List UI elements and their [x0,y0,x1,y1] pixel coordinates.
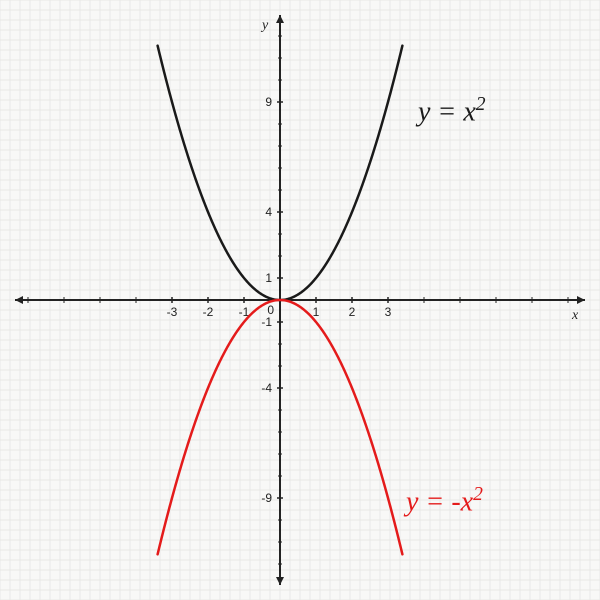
svg-text:9: 9 [265,95,272,109]
svg-text:-9: -9 [261,491,272,505]
chart-canvas: -3-2-1123149-1-4-90 y = x2 y = -x2 x y [0,0,600,600]
axis-y-label: y [262,18,268,34]
svg-text:0: 0 [267,303,274,317]
equation-label-2: y = -x2 [406,484,483,518]
svg-text:-1: -1 [261,315,272,329]
chart-svg: -3-2-1123149-1-4-90 [0,0,600,600]
svg-text:1: 1 [265,271,272,285]
svg-text:4: 4 [265,205,272,219]
svg-text:-2: -2 [203,305,214,319]
svg-text:2: 2 [349,305,356,319]
svg-text:1: 1 [313,305,320,319]
equation-label-1: y = x2 [418,94,486,128]
svg-text:-4: -4 [261,381,272,395]
svg-text:3: 3 [385,305,392,319]
axis-x-label: x [572,308,578,324]
svg-text:-3: -3 [167,305,178,319]
